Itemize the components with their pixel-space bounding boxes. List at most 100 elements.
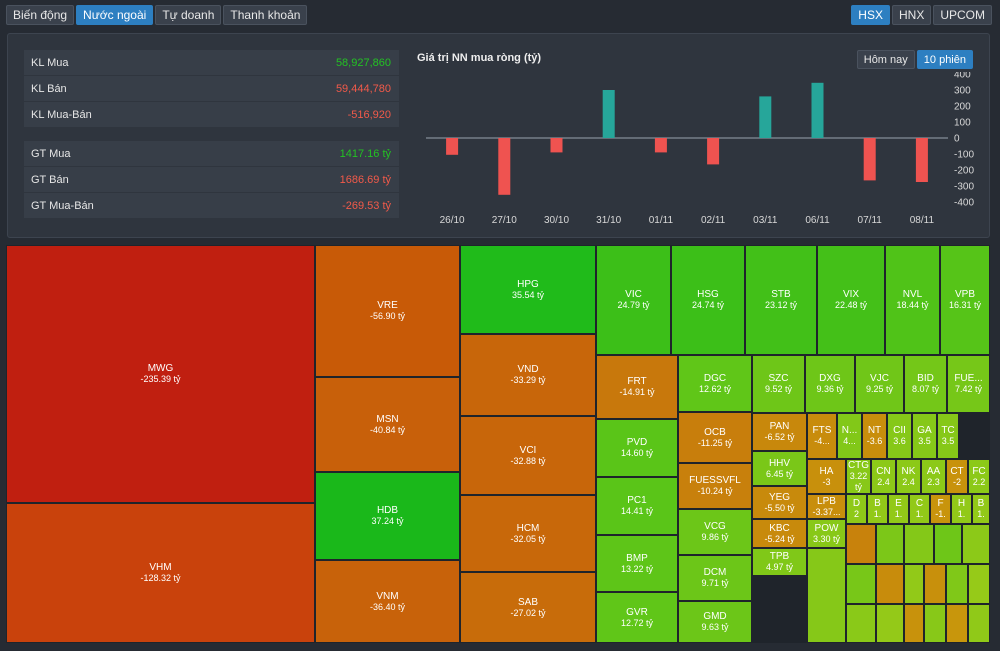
treemap-cell-dgc[interactable]: DGC 12.62 tỷ: [678, 355, 752, 412]
treemap-cell-small[interactable]: [962, 524, 990, 564]
treemap-cell-vpb[interactable]: VPB 16.31 tỷ: [940, 245, 990, 355]
treemap-cell-b[interactable]: B 1.: [867, 494, 888, 524]
treemap-cell-small[interactable]: [846, 524, 876, 564]
treemap-cell-vnd[interactable]: VND -33.29 tỷ: [460, 334, 596, 416]
treemap-cell-tc[interactable]: TC 3.5: [937, 413, 959, 459]
treemap-cell-small[interactable]: [946, 564, 968, 604]
treemap-cell-small[interactable]: [904, 604, 924, 643]
tab-thanh-khoan[interactable]: Thanh khoản: [223, 5, 308, 25]
bar-01/11[interactable]: [654, 138, 667, 153]
bar-03/11[interactable]: [759, 96, 772, 138]
treemap-cell-pow[interactable]: POW 3.30 tỷ: [807, 519, 846, 548]
exchange-hsx-button[interactable]: HSX: [851, 5, 890, 25]
treemap-cell-vcg[interactable]: VCG 9.86 tỷ: [678, 509, 752, 555]
treemap-cell-pvd[interactable]: PVD 14.60 tỷ: [596, 419, 678, 477]
treemap-cell-hpg[interactable]: HPG 35.54 tỷ: [460, 245, 596, 334]
treemap-cell-ga[interactable]: GA 3.5: [912, 413, 937, 459]
tab-nuoc-ngoai[interactable]: Nước ngoài: [76, 5, 154, 25]
treemap-cell-pan[interactable]: PAN -6.52 tỷ: [752, 413, 807, 451]
treemap-cell-hsg[interactable]: HSG 24.74 tỷ: [671, 245, 745, 355]
exchange-upcom-button[interactable]: UPCOM: [933, 5, 992, 25]
treemap-cell-vic[interactable]: VIC 24.79 tỷ: [596, 245, 671, 355]
treemap-cell-tpb[interactable]: TPB 4.97 tỷ: [752, 548, 807, 576]
treemap-symbol: CTG: [847, 460, 870, 471]
treemap-cell-bid[interactable]: BID 8.07 tỷ: [904, 355, 947, 413]
bar-07/11[interactable]: [863, 138, 876, 181]
range-buttons: Hôm nay 10 phiên: [856, 50, 973, 69]
bar-31/10[interactable]: [602, 90, 615, 138]
exchange-hnx-button[interactable]: HNX: [891, 5, 932, 25]
treemap-cell-small[interactable]: [904, 564, 924, 604]
treemap-cell-small[interactable]: [934, 524, 962, 564]
treemap-cell-e[interactable]: E 1.: [888, 494, 909, 524]
treemap-cell-frt[interactable]: FRT -14.91 tỷ: [596, 355, 678, 419]
treemap-cell-fue[interactable]: FUE... 7.42 tỷ: [947, 355, 990, 413]
treemap-cell-n[interactable]: N... 4...: [837, 413, 862, 459]
treemap-cell-fuessvfl[interactable]: FUESSVFL -10.24 tỷ: [678, 463, 752, 509]
treemap-cell-lpb[interactable]: LPB -3.37...: [807, 494, 846, 519]
treemap-cell-gvr[interactable]: GVR 12.72 tỷ: [596, 592, 678, 643]
treemap-cell-small[interactable]: [968, 564, 990, 604]
treemap-cell-small[interactable]: [924, 564, 946, 604]
treemap-cell-vix[interactable]: VIX 22.48 tỷ: [817, 245, 885, 355]
treemap-cell-vhm[interactable]: VHM -128.32 tỷ: [6, 503, 315, 643]
treemap-cell-vre[interactable]: VRE -56.90 tỷ: [315, 245, 460, 377]
treemap-cell-small[interactable]: [924, 604, 946, 643]
bar-27/10[interactable]: [498, 138, 511, 195]
treemap-cell-small[interactable]: [968, 604, 990, 643]
tab-tu-doanh[interactable]: Tự doanh: [155, 5, 222, 25]
treemap-cell-hcm[interactable]: HCM -32.05 tỷ: [460, 495, 596, 572]
treemap-cell-vjc[interactable]: VJC 9.25 tỷ: [855, 355, 904, 413]
treemap-cell-gmd[interactable]: GMD 9.63 tỷ: [678, 601, 752, 643]
treemap-cell-kbc[interactable]: KBC -5.24 tỷ: [752, 519, 807, 548]
treemap-cell-hhv[interactable]: HHV 6.45 tỷ: [752, 451, 807, 486]
treemap-cell-fts[interactable]: FTS -4...: [807, 413, 837, 459]
tab-bien-dong[interactable]: Biến động: [6, 5, 75, 25]
treemap-cell-ct[interactable]: CT -2: [946, 459, 968, 494]
treemap-cell-fc[interactable]: FC 2.2: [968, 459, 990, 494]
treemap-cell-dcm[interactable]: DCM 9.71 tỷ: [678, 555, 752, 601]
bar-08/11[interactable]: [915, 138, 928, 182]
treemap-cell-f[interactable]: F -1.: [930, 494, 951, 524]
bar-02/11[interactable]: [707, 138, 720, 165]
bar-06/11[interactable]: [811, 82, 824, 138]
treemap-cell-yeg[interactable]: YEG -5.50 tỷ: [752, 486, 807, 519]
treemap-cell-stb[interactable]: STB 23.12 tỷ: [745, 245, 817, 355]
treemap-cell-nt[interactable]: NT -3.6: [862, 413, 887, 459]
treemap-cell-szc[interactable]: SZC 9.52 tỷ: [752, 355, 805, 413]
treemap-cell-small[interactable]: [876, 604, 904, 643]
treemap-cell-cn[interactable]: CN 2.4: [871, 459, 896, 494]
treemap-cell-ctg[interactable]: CTG 3.22 tỷ: [846, 459, 871, 494]
treemap-cell-h[interactable]: H 1.: [951, 494, 972, 524]
bar-26/10[interactable]: [446, 138, 459, 155]
treemap-cell-hdb[interactable]: HDB 37.24 tỷ: [315, 472, 460, 560]
treemap-cell-ocb[interactable]: OCB -11.25 tỷ: [678, 412, 752, 463]
treemap-cell-small[interactable]: [904, 524, 934, 564]
treemap-cell-ha[interactable]: HA -3: [807, 459, 846, 494]
treemap-cell-pc1[interactable]: PC1 14.41 tỷ: [596, 477, 678, 535]
treemap-cell-sab[interactable]: SAB -27.02 tỷ: [460, 572, 596, 643]
treemap-cell-c[interactable]: C 1.: [909, 494, 930, 524]
treemap-cell-msn[interactable]: MSN -40.84 tỷ: [315, 377, 460, 472]
treemap-cell-mwg[interactable]: MWG -235.39 tỷ: [6, 245, 315, 503]
treemap-cell-bmp[interactable]: BMP 13.22 tỷ: [596, 535, 678, 592]
treemap-cell-small[interactable]: [876, 564, 904, 604]
treemap-cell-vnm[interactable]: VNM -36.40 tỷ: [315, 560, 460, 643]
treemap-symbol: AA: [926, 465, 941, 477]
treemap-cell-small[interactable]: [946, 604, 968, 643]
treemap-cell-small[interactable]: [876, 524, 904, 564]
treemap-cell-nk[interactable]: NK 2.4: [896, 459, 921, 494]
treemap-cell-vci[interactable]: VCI -32.88 tỷ: [460, 416, 596, 495]
treemap-cell-cii[interactable]: CII 3.6: [887, 413, 912, 459]
treemap-cell-dxg[interactable]: DXG 9.36 tỷ: [805, 355, 855, 413]
treemap-cell-aa[interactable]: AA 2.3: [921, 459, 946, 494]
treemap-cell-small[interactable]: [807, 548, 846, 643]
treemap-cell-b[interactable]: B 1.: [972, 494, 990, 524]
bar-30/10[interactable]: [550, 138, 563, 153]
range-today-button[interactable]: Hôm nay: [856, 50, 915, 69]
treemap-cell-small[interactable]: [846, 564, 876, 604]
treemap-cell-nvl[interactable]: NVL 18.44 tỷ: [885, 245, 940, 355]
treemap-cell-small[interactable]: [846, 604, 876, 643]
range-10-sessions-button[interactable]: 10 phiên: [916, 50, 973, 69]
